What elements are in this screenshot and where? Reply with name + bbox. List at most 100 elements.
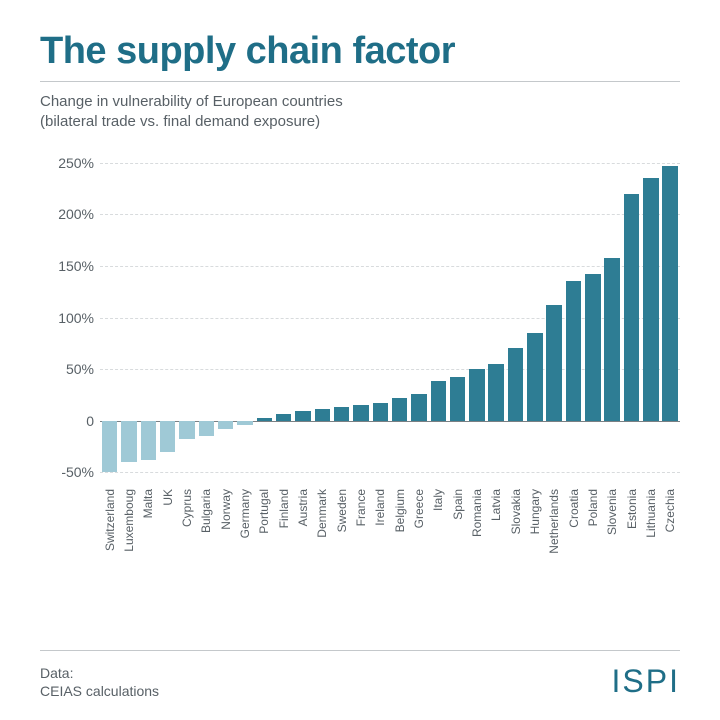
x-label-column: Greece — [409, 483, 428, 603]
bar — [527, 333, 542, 421]
x-label-column: Bulgaria — [197, 483, 216, 603]
data-label: Data: — [40, 665, 73, 681]
data-source: Data: CEIAS calculations — [40, 664, 159, 700]
subtitle-line-1: Change in vulnerability of European coun… — [40, 93, 343, 110]
bar-column — [293, 153, 312, 483]
bar-column — [119, 153, 138, 483]
subtitle: Change in vulnerability of European coun… — [40, 92, 680, 133]
bar-column — [583, 153, 602, 483]
bar — [566, 281, 581, 420]
x-label-column: Croatia — [564, 483, 583, 603]
bar-column — [216, 153, 235, 483]
x-label-column: Slovakia — [506, 483, 525, 603]
x-tick-label: Netherlands — [547, 489, 561, 554]
x-tick-label: Finland — [277, 489, 291, 528]
bar — [508, 348, 523, 420]
bar-chart: -50%050%100%150%200%250% — [40, 153, 680, 483]
bar-column — [467, 153, 486, 483]
bar — [662, 166, 677, 421]
bar-column — [525, 153, 544, 483]
x-label-column: Cyprus — [177, 483, 196, 603]
bar-column — [351, 153, 370, 483]
bar — [604, 258, 619, 421]
bar-column — [332, 153, 351, 483]
x-axis-labels: Switzerland Luxemboug Malta UKCyprusBulgari… — [100, 483, 680, 603]
bar-column — [409, 153, 428, 483]
bar — [315, 409, 330, 420]
x-tick-label: Slovakia — [509, 489, 523, 534]
bar-column — [545, 153, 564, 483]
x-label-column: Romania — [467, 483, 486, 603]
bar — [488, 364, 503, 421]
x-label-column: Lithuania — [641, 483, 660, 603]
footer-row: Data: CEIAS calculations ISPI — [40, 663, 680, 700]
y-tick-label: 200% — [58, 206, 94, 222]
x-tick-label: Switzerland — [103, 489, 117, 551]
bar — [257, 418, 272, 421]
bar — [102, 421, 117, 473]
bar-column — [177, 153, 196, 483]
page-title: The supply chain factor — [40, 30, 680, 73]
x-tick-label: Poland — [586, 489, 600, 526]
x-label-column: Spain — [448, 483, 467, 603]
bar-column — [390, 153, 409, 483]
bar-column — [564, 153, 583, 483]
bar-column — [100, 153, 119, 483]
x-tick-label: Germany — [238, 489, 252, 538]
bar — [218, 421, 233, 429]
bar-column — [255, 153, 274, 483]
bar — [585, 274, 600, 420]
bar-column — [139, 153, 158, 483]
x-label-column: Belgium — [390, 483, 409, 603]
x-tick-label: Czechia — [663, 489, 677, 532]
x-label-column: Germany — [235, 483, 254, 603]
x-tick-label: Estonia — [625, 489, 639, 529]
x-tick-label: Portugal — [257, 489, 271, 534]
x-tick-label: Sweden — [335, 489, 349, 532]
x-label-column: Slovenia — [603, 483, 622, 603]
x-tick-label: Malta — [141, 489, 155, 518]
plot-area — [100, 153, 680, 483]
x-tick-label: Belgium — [393, 489, 407, 532]
bar — [237, 421, 252, 425]
x-tick-label: Croatia — [567, 489, 581, 528]
x-label-column: Sweden — [332, 483, 351, 603]
x-label-column: Norway — [216, 483, 235, 603]
bar-column — [622, 153, 641, 483]
data-source-text: CEIAS calculations — [40, 683, 159, 699]
bar — [431, 381, 446, 420]
bar-column — [274, 153, 293, 483]
bar-column — [429, 153, 448, 483]
bar-column — [641, 153, 660, 483]
bars-container — [100, 153, 680, 483]
x-tick-label: Luxemboug — [122, 489, 136, 552]
bar — [334, 407, 349, 420]
x-label-column: Ireland — [371, 483, 390, 603]
bar-column — [313, 153, 332, 483]
bar — [141, 421, 156, 460]
title-rule — [40, 81, 680, 82]
y-tick-label: 150% — [58, 258, 94, 274]
x-tick-label: Hungary — [528, 489, 542, 534]
bar-column — [448, 153, 467, 483]
subtitle-line-2: (bilateral trade vs. final demand exposu… — [40, 113, 320, 130]
bar-column — [603, 153, 622, 483]
bar — [121, 421, 136, 462]
x-tick-label: Denmark — [315, 489, 329, 538]
bar — [469, 369, 484, 421]
x-tick-label: Lithuania — [644, 489, 658, 538]
y-tick-label: 50% — [66, 361, 94, 377]
x-tick-label: Ireland — [373, 489, 387, 526]
bar — [546, 305, 561, 421]
x-label-column: Austria — [293, 483, 312, 603]
x-label-column: Denmark — [313, 483, 332, 603]
x-tick-label: UK — [161, 489, 175, 506]
x-label-column: Hungary — [525, 483, 544, 603]
bar-column — [235, 153, 254, 483]
x-label-column: France — [351, 483, 370, 603]
bar — [160, 421, 175, 452]
footer-rule — [40, 650, 680, 651]
y-tick-label: 0 — [86, 413, 94, 429]
x-label-column: Portugal — [255, 483, 274, 603]
x-tick-label: Bulgaria — [199, 489, 213, 533]
